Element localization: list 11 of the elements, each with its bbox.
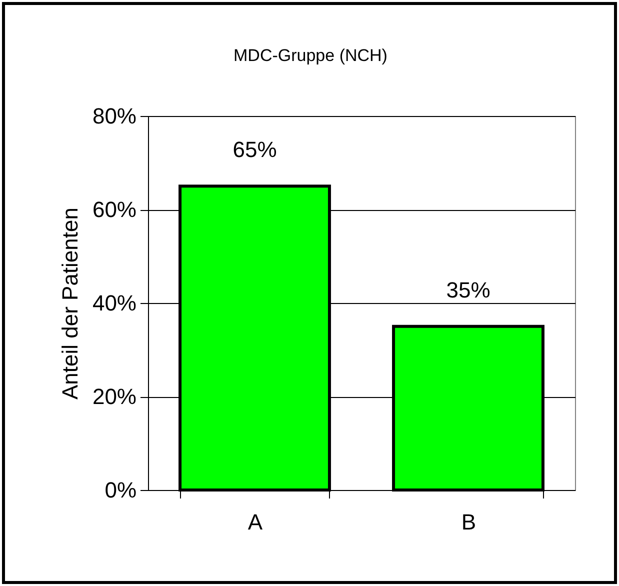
data-label: 65% xyxy=(232,137,277,162)
y-axis-title: Anteil der Patienten xyxy=(57,207,82,400)
y-tick-label: 20% xyxy=(92,384,136,409)
y-tick-label: 60% xyxy=(92,197,136,222)
chart-title: MDC-Gruppe (NCH) xyxy=(234,46,388,65)
x-tick-label: B xyxy=(461,510,476,534)
data-label: 35% xyxy=(446,277,490,302)
y-tick-label: 0% xyxy=(104,478,136,502)
y-tick-label: 40% xyxy=(92,290,136,316)
x-tick-label: A xyxy=(248,510,263,534)
y-tick-label: 80% xyxy=(92,104,136,128)
